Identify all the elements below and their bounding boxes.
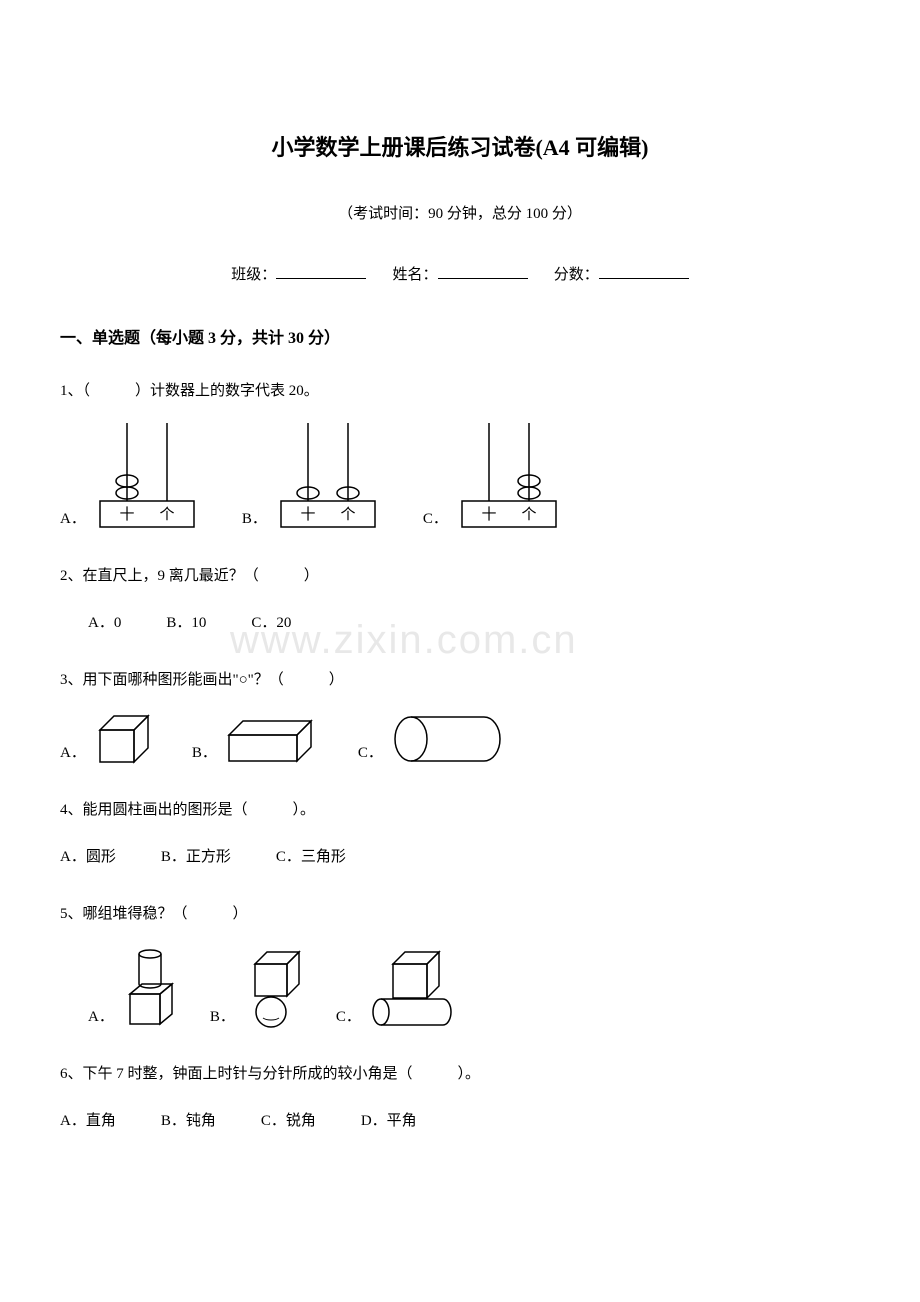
q1-options: A． 十 个 B． 十 — [60, 423, 860, 533]
svg-text:十: 十 — [481, 506, 496, 523]
score-label: 分数： — [554, 267, 599, 283]
q4-options: A．圆形 B．正方形 C．三角形 — [60, 844, 860, 871]
q2-options: A．0 B．10 C．20 — [60, 610, 860, 637]
abacus-a-icon: 十 个 — [92, 423, 202, 533]
q1-opt-a-label: A． — [60, 506, 86, 533]
svg-text:个: 个 — [340, 506, 355, 523]
info-row: 班级： 姓名： 分数： — [60, 263, 860, 284]
q5-stem: 5、哪组堆得稳？（ ） — [60, 901, 860, 928]
q3-stem: 3、用下面哪种图形能画出"○"？（ ） — [60, 667, 860, 694]
q1-stem: 1、（ ）计数器上的数字代表 20。 — [60, 378, 860, 405]
question-2: 2、在直尺上，9 离几最近？（ ） A．0 B．10 C．20 — [60, 563, 860, 637]
score-blank — [599, 265, 689, 279]
class-blank — [276, 265, 366, 279]
stack-c-icon — [367, 946, 457, 1031]
abacus-c-icon: 十 个 — [454, 423, 564, 533]
name-blank — [438, 265, 528, 279]
svg-text:十: 十 — [119, 506, 134, 523]
question-5: 5、哪组堆得稳？（ ） A． B． — [60, 901, 860, 1031]
q6-options: A．直角 B．钝角 C．锐角 D．平角 — [60, 1108, 860, 1135]
question-4: 4、能用圆柱画出的图形是（ ）。 A．圆形 B．正方形 C．三角形 — [60, 797, 860, 871]
q3-opt-b-label: B． — [192, 740, 217, 767]
q5-options: A． B． — [60, 946, 860, 1031]
question-6: 6、下午 7 时整，钟面上时针与分针所成的较小角是（ ）。 A．直角 B．钝角 … — [60, 1061, 860, 1135]
svg-text:十: 十 — [300, 506, 315, 523]
q1-opt-c-label: C． — [423, 506, 448, 533]
q3-options: A． B． C． — [60, 712, 860, 767]
page-title: 小学数学上册课后练习试卷(A4 可编辑) — [60, 130, 860, 162]
q3-opt-c-label: C． — [358, 740, 383, 767]
stack-a-icon — [120, 946, 180, 1031]
svg-text:个: 个 — [521, 506, 536, 523]
q6-stem: 6、下午 7 时整，钟面上时针与分针所成的较小角是（ ）。 — [60, 1061, 860, 1088]
q5-opt-b-label: B． — [210, 1004, 235, 1031]
class-label: 班级： — [231, 267, 276, 283]
section-1-header: 一、单选题（每小题 3 分，共计 30 分） — [60, 324, 860, 348]
page-content: 小学数学上册课后练习试卷(A4 可编辑) （考试时间：90 分钟，总分 100 … — [60, 130, 860, 1135]
stack-b-icon — [241, 946, 306, 1031]
cylinder-icon — [389, 712, 504, 767]
q5-opt-c-label: C． — [336, 1004, 361, 1031]
question-1: 1、（ ）计数器上的数字代表 20。 A． 十 个 B． — [60, 378, 860, 533]
q4-stem: 4、能用圆柱画出的图形是（ ）。 — [60, 797, 860, 824]
page-subtitle: （考试时间：90 分钟，总分 100 分） — [60, 202, 860, 223]
q2-stem: 2、在直尺上，9 离几最近？（ ） — [60, 563, 860, 590]
question-3: 3、用下面哪种图形能画出"○"？（ ） A． B． C． — [60, 667, 860, 767]
q3-opt-a-label: A． — [60, 740, 86, 767]
q1-opt-b-label: B． — [242, 506, 267, 533]
cuboid-icon — [223, 717, 318, 767]
q5-opt-a-label: A． — [88, 1004, 114, 1031]
abacus-b-icon: 十 个 — [273, 423, 383, 533]
name-label: 姓名： — [392, 267, 437, 283]
svg-text:个: 个 — [159, 506, 174, 523]
cube-icon — [92, 712, 152, 767]
